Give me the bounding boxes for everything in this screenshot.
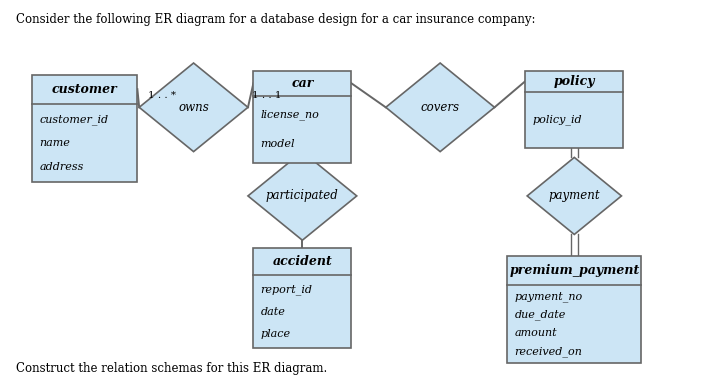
Text: name: name: [39, 138, 71, 148]
Text: car: car: [291, 77, 314, 90]
Text: customer_id: customer_id: [39, 114, 108, 125]
Text: accident: accident: [272, 255, 332, 268]
Bar: [507, 256, 641, 364]
Polygon shape: [386, 63, 494, 152]
Text: premium_payment: premium_payment: [509, 264, 639, 277]
Text: place: place: [261, 329, 290, 339]
Bar: [32, 74, 138, 182]
Polygon shape: [248, 152, 357, 240]
Text: payment: payment: [548, 189, 600, 203]
Text: amount: amount: [515, 328, 557, 338]
Text: model: model: [261, 139, 295, 149]
Text: address: address: [39, 162, 84, 172]
Text: report_id: report_id: [261, 284, 312, 295]
Text: participated: participated: [266, 189, 339, 203]
Text: owns: owns: [178, 101, 209, 114]
Text: customer: customer: [52, 83, 118, 96]
Text: Consider the following ER diagram for a database design for a car insurance comp: Consider the following ER diagram for a …: [16, 13, 535, 26]
Text: 1 . . 1: 1 . . 1: [252, 91, 281, 100]
Text: Construct the relation schemas for this ER diagram.: Construct the relation schemas for this …: [16, 362, 327, 375]
Text: payment_no: payment_no: [515, 291, 582, 302]
Text: due_date: due_date: [515, 310, 566, 320]
Polygon shape: [527, 158, 622, 234]
Text: policy_id: policy_id: [533, 114, 582, 125]
Text: policy: policy: [553, 74, 595, 88]
Text: license_no: license_no: [261, 109, 320, 120]
Bar: [253, 248, 352, 348]
Text: 1 . . *: 1 . . *: [149, 91, 176, 100]
Bar: [526, 71, 623, 148]
Bar: [253, 71, 352, 163]
Text: date: date: [261, 307, 285, 317]
Text: received_on: received_on: [515, 346, 582, 357]
Polygon shape: [139, 63, 248, 152]
Text: covers: covers: [421, 101, 459, 114]
